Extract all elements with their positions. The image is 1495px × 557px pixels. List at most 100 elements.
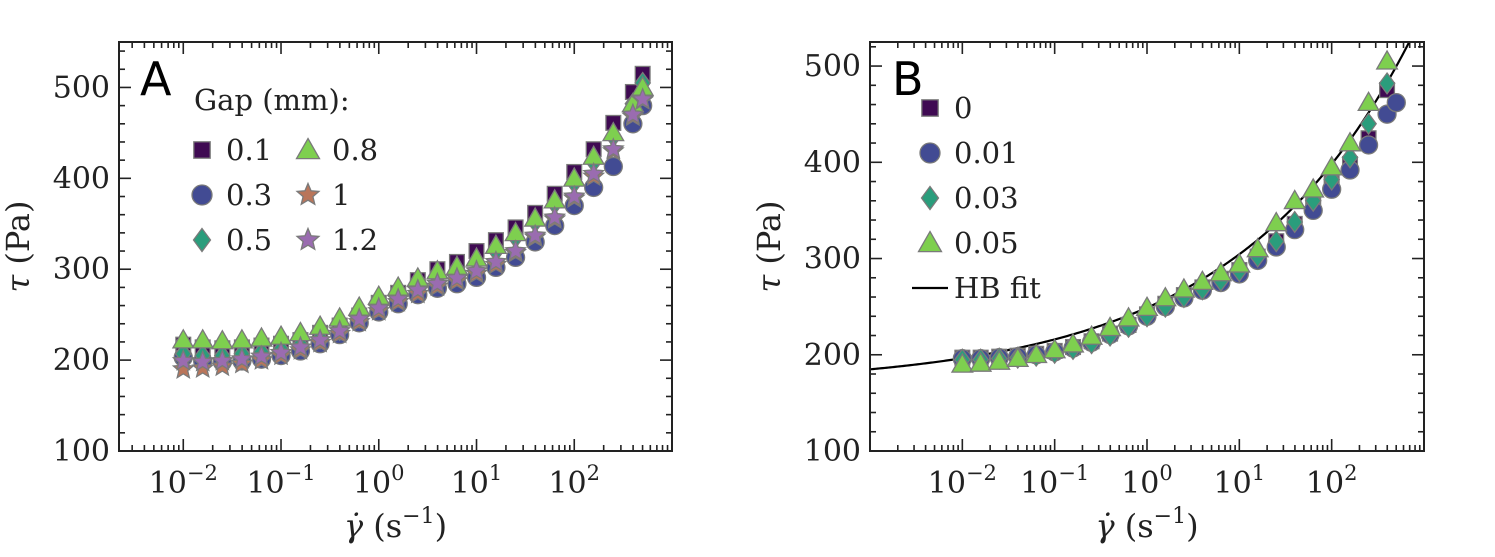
legend-marker (921, 99, 939, 117)
data-point (1283, 189, 1307, 210)
data-point (562, 184, 586, 207)
x-tick-label: 10−2 (149, 461, 218, 501)
data-point (328, 318, 352, 341)
data-point (631, 87, 655, 109)
data-point (601, 137, 625, 159)
data-point (367, 296, 391, 319)
plot-frame (869, 41, 1425, 452)
data-point (210, 329, 234, 350)
data-point (582, 161, 606, 184)
data-point (1227, 252, 1251, 273)
legend-marker (191, 184, 213, 206)
legend-marker (919, 142, 941, 164)
legend-marker (295, 226, 321, 251)
data-point (465, 258, 488, 281)
data-point (1098, 316, 1122, 337)
legend-label: HB fit (954, 271, 1041, 305)
y-tick-label: 400 (53, 161, 110, 196)
y-tick-label: 100 (804, 434, 861, 469)
x-tick-label: 10−1 (246, 461, 315, 501)
legend: Gap (mm): 0.1 0.3 0.5 0.8 1 1.2 (191, 83, 378, 257)
legend-marker (193, 141, 211, 159)
data-point (621, 102, 645, 125)
data-point (1360, 112, 1378, 136)
data-point (386, 287, 410, 309)
data-point (191, 349, 215, 372)
x-tick-label: 101 (1214, 461, 1266, 501)
y-axis-label: τ (Pa) (750, 200, 788, 292)
panel-letter: B (892, 52, 924, 106)
data-point (347, 307, 371, 329)
y-tick-label: 200 (53, 343, 110, 378)
series-0 (954, 82, 1396, 366)
legend-label: 0.1 (226, 133, 272, 167)
data-point (406, 278, 430, 300)
data-point (171, 348, 195, 371)
data-point (288, 335, 312, 358)
legend-marker (917, 230, 943, 253)
data-point (1061, 332, 1085, 353)
y-axis-label: τ (Pa) (0, 200, 37, 292)
x-axis-label: γ̇ (s−1) (344, 504, 447, 545)
data-point (1190, 269, 1214, 291)
y-tick-label: 100 (53, 434, 110, 469)
data-point (1135, 295, 1159, 317)
x-tick-label: 100 (353, 461, 405, 501)
data-point (1357, 90, 1381, 112)
series-1.2 (171, 87, 655, 372)
x-tick-label: 100 (1121, 461, 1173, 501)
legend-marker (920, 185, 940, 211)
y-tick-label: 300 (53, 252, 110, 287)
legend-label: 0.05 (954, 226, 1019, 260)
data-point (1153, 286, 1177, 307)
data-point (425, 271, 449, 294)
data-point (210, 348, 234, 371)
data-point (250, 344, 273, 367)
y-tick-label: 400 (804, 145, 861, 180)
legend-title: Gap (mm): (194, 83, 350, 117)
data-point (1358, 135, 1379, 155)
data-point (987, 349, 1011, 370)
data-point (230, 347, 254, 369)
data-point (171, 357, 195, 379)
chart-panel-B: 10−2 10−1 100 101 102 100 200 300 400 500 γ̇ (s−1)… (750, 41, 1425, 545)
data-point (1006, 346, 1030, 368)
data-point (1378, 71, 1396, 95)
data-point (230, 328, 254, 349)
legend-label: 0.3 (226, 178, 272, 212)
legend-label: 0.01 (954, 136, 1019, 170)
y-tick-label: 300 (804, 242, 861, 277)
data-point (1286, 210, 1304, 234)
data-point (1080, 324, 1104, 345)
y-tick-label: 500 (804, 49, 861, 84)
chart-panel-A: 10−2 10−1 100 101 102 100 200 300 400 500 γ̇ (s−1)… (0, 41, 673, 545)
data-point (308, 328, 332, 350)
x-tick-label: 102 (1306, 461, 1358, 501)
data-point (250, 326, 273, 347)
data-point (171, 328, 195, 349)
data-point (950, 352, 974, 373)
data-point (445, 266, 469, 289)
data-point (1043, 338, 1067, 359)
legend-label: 0.5 (226, 223, 272, 257)
legend-marker (192, 227, 212, 253)
series-0.8 (171, 75, 655, 350)
series-0.03 (953, 71, 1396, 372)
data-point (1301, 177, 1325, 198)
data-point (1246, 237, 1270, 258)
series-0.05 (950, 49, 1399, 373)
data-point (1341, 146, 1359, 169)
legend-label: 1.2 (332, 223, 378, 257)
x-tick-label: 102 (548, 461, 600, 501)
data-point (543, 205, 567, 228)
legend-label: 0.03 (954, 181, 1019, 215)
data-point (504, 238, 528, 261)
legend-label: 1 (332, 178, 350, 212)
data-point (969, 351, 993, 372)
data-point (1209, 261, 1233, 282)
legend: 0 0.01 0.03 0.05 HB fit (912, 91, 1041, 305)
legend-label: 0.8 (332, 133, 378, 167)
series-0.01 (952, 92, 1406, 369)
x-tick-label: 10−2 (928, 461, 997, 501)
